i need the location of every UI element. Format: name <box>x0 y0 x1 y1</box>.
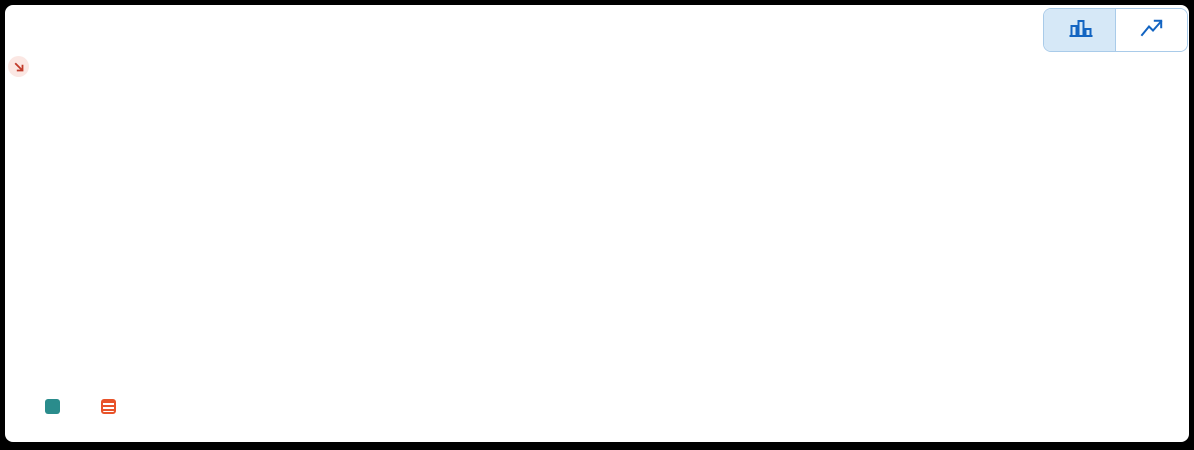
money-in-swatch <box>45 398 60 414</box>
cash-flow-card <box>5 5 1189 442</box>
chart-plot-area <box>46 110 1185 330</box>
line-chart-icon <box>1137 14 1167 47</box>
bar-chart-icon <box>1065 14 1095 47</box>
line-chart-view-button[interactable] <box>1115 9 1187 51</box>
chart-legend <box>45 397 157 415</box>
chart-view-toggle <box>1043 8 1188 52</box>
bar-chart-view-button[interactable] <box>1044 9 1115 51</box>
money-out-swatch <box>101 398 116 414</box>
trend-down-icon <box>8 56 29 77</box>
comparison-row <box>8 56 38 77</box>
